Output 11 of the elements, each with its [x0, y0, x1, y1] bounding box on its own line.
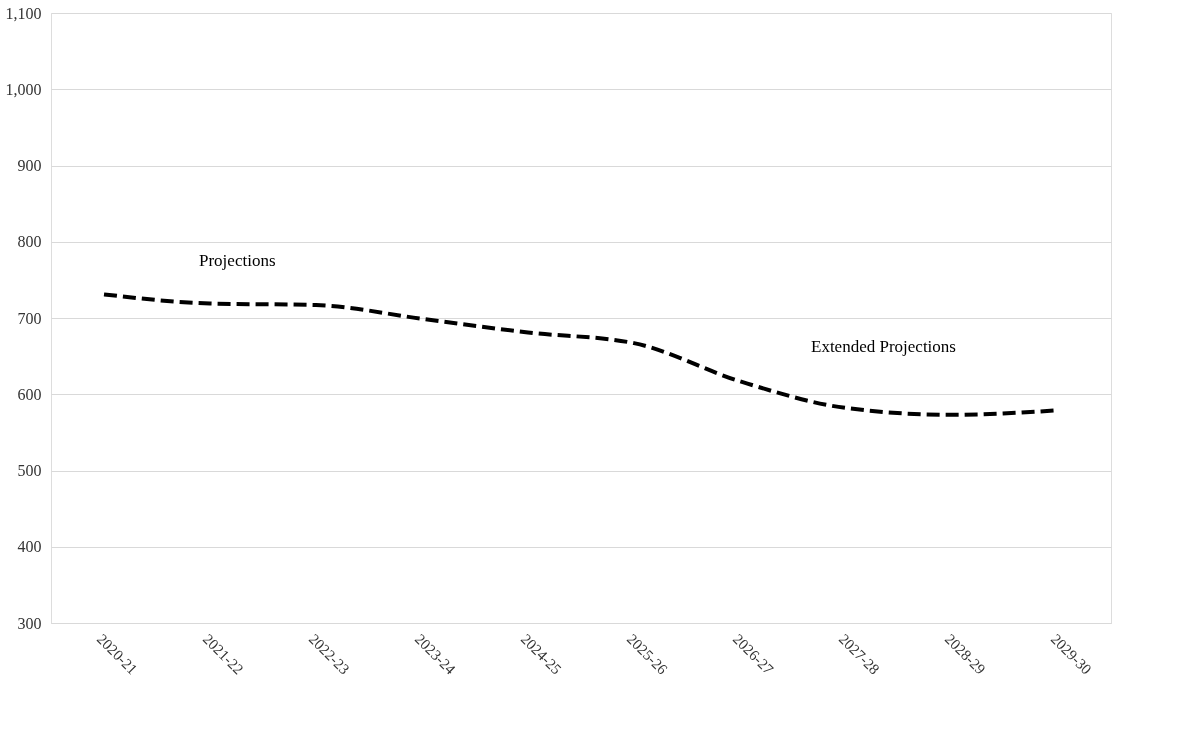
- y-tick-label: 1,000: [5, 80, 42, 98]
- y-tick-label: 600: [17, 385, 42, 403]
- y-tick-label: 400: [17, 538, 42, 556]
- y-tick-label: 800: [17, 233, 42, 251]
- annotation: Projections: [199, 251, 276, 270]
- y-tick-label: 900: [17, 157, 42, 174]
- y-tick-label: 1,100: [5, 4, 42, 22]
- y-tick-label: 700: [17, 309, 42, 327]
- annotation: Extended Projections: [811, 337, 956, 356]
- y-tick-label: 300: [17, 614, 42, 632]
- y-tick-label: 500: [17, 462, 42, 479]
